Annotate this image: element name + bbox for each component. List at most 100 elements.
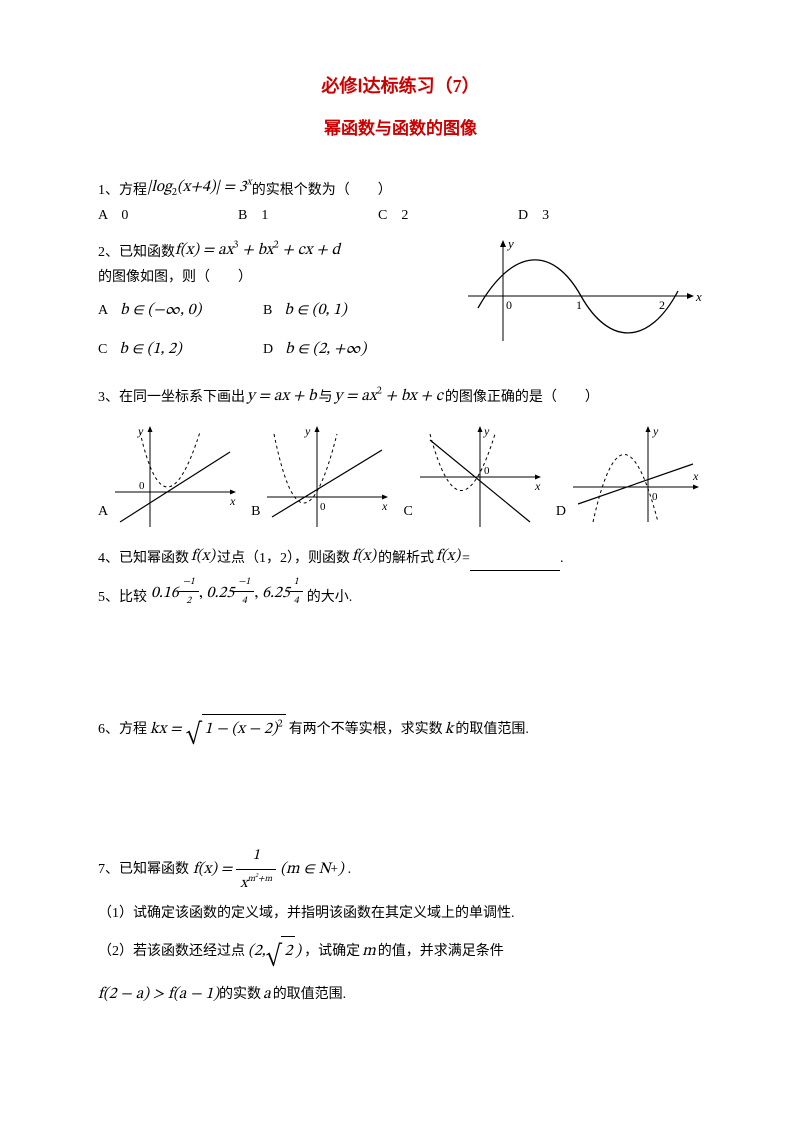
q7-p2c: 的值，并求满足条件 bbox=[378, 939, 504, 964]
svg-text:0: 0 bbox=[320, 501, 326, 513]
q7-pre: 已知幂函数 bbox=[119, 857, 189, 882]
question-6: 6、 方程 kx = √1 − (x − 2)2 有两个不等实根，求实数 k 的… bbox=[98, 714, 703, 744]
q1-formula: |log2(x+4)| = 3x bbox=[147, 173, 252, 203]
question-7: 7、 已知幂函数 f(x) = 1xm2+m(m ∈ N+) . （1）试确定该… bbox=[98, 842, 703, 1009]
q1-options: A 0 B 1 C 2 D 3 bbox=[98, 203, 703, 228]
q3-f1: y = ax + b bbox=[247, 382, 317, 411]
q4-eq: = bbox=[462, 546, 470, 571]
svg-text:0: 0 bbox=[484, 465, 490, 477]
q1-number: 1、 bbox=[98, 178, 119, 203]
q1-opt-d: D 3 bbox=[518, 203, 658, 228]
page-title-1: 必修Ⅰ达标练习（7） bbox=[98, 70, 703, 102]
q2-opt-d: Db ∈ (2, +∞) bbox=[263, 335, 428, 364]
svg-text:0: 0 bbox=[506, 298, 512, 312]
svg-text:x: x bbox=[695, 289, 702, 304]
q3-f2: y = ax2 + bx + c bbox=[335, 382, 443, 411]
q7-p2b: ，试确定 bbox=[304, 939, 360, 964]
q2-post: 的图像如图，则（ ） bbox=[98, 265, 252, 290]
q5-terms: 0.16−12, 0.25−14, 6.2514 bbox=[151, 579, 303, 616]
q3-graph-a: A 0 x y bbox=[98, 422, 240, 532]
question-3: 3、 在同一坐标系下画出 y = ax + b 与 y = ax2 + bx +… bbox=[98, 382, 703, 533]
svg-text:x: x bbox=[534, 479, 541, 493]
q3-graph-d: D 0 x y bbox=[556, 422, 703, 532]
q5-number: 5、 bbox=[98, 585, 119, 610]
q4-f3: f(x) bbox=[436, 542, 460, 571]
q6-post1: 有两个不等实根，求实数 bbox=[289, 717, 443, 742]
q5-post: 的大小. bbox=[307, 585, 353, 610]
svg-text:y: y bbox=[137, 424, 144, 438]
q3-label-b: B bbox=[251, 499, 260, 524]
q1-opt-b: B 1 bbox=[238, 203, 378, 228]
q1-post: 的实根个数为（ ） bbox=[252, 178, 392, 203]
q1-pre: 方程 bbox=[119, 178, 147, 203]
svg-text:x: x bbox=[692, 469, 699, 483]
svg-text:2: 2 bbox=[659, 298, 665, 312]
svg-text:1: 1 bbox=[576, 298, 582, 312]
question-5: 5、 比较 0.16−12, 0.25−14, 6.2514 的大小. bbox=[98, 579, 703, 616]
spacer-2 bbox=[98, 752, 703, 842]
q2-opt-a-label: A bbox=[98, 298, 108, 323]
page-title-2: 幂函数与函数的图像 bbox=[98, 114, 703, 145]
svg-text:0: 0 bbox=[652, 491, 658, 503]
q2-formula: f(x) = ax3 + bx2 + cx + d bbox=[175, 236, 340, 265]
q3-post: 的图像正确的是（ ） bbox=[445, 385, 599, 410]
q7-p3b: 的取值范围. bbox=[273, 982, 347, 1007]
q7-part3: f(2 − a) > f(a − 1) 的实数 a 的取值范围. bbox=[98, 980, 703, 1009]
question-4: 4、 已知幂函数 f(x) 过点（1，2），则函数 f(x) 的解析式 f(x)… bbox=[98, 542, 703, 571]
svg-text:y: y bbox=[652, 424, 659, 438]
q2-opt-a-f: b ∈ (−∞, 0) bbox=[120, 296, 201, 325]
q7-p2a: （2）若该函数还经过点 bbox=[98, 939, 245, 964]
q4-post: . bbox=[560, 546, 564, 571]
q7-m: m bbox=[362, 937, 376, 966]
q2-opt-c-label: C bbox=[98, 337, 107, 362]
q4-number: 4、 bbox=[98, 546, 119, 571]
q3-label-a: A bbox=[98, 499, 108, 524]
q2-opt-b-label: B bbox=[263, 298, 272, 323]
q3-graph-c: C 0 x y bbox=[404, 422, 545, 532]
q4-blank bbox=[470, 556, 560, 571]
svg-text:x: x bbox=[229, 494, 236, 508]
q2-opt-b: Bb ∈ (0, 1) bbox=[263, 296, 428, 325]
q7-point: (2,√2) bbox=[248, 936, 301, 966]
q3-graphs: A 0 x y B 0 bbox=[98, 422, 703, 532]
q3-label-d: D bbox=[556, 499, 566, 524]
q2-opt-d-f: b ∈ (2, +∞) bbox=[285, 335, 366, 364]
q6-formula: kx = √1 − (x − 2)2 bbox=[150, 714, 286, 744]
q7-ineq: f(2 − a) > f(a − 1) bbox=[98, 980, 219, 1009]
q7-formula: f(x) = 1xm2+m(m ∈ N+) bbox=[193, 842, 344, 897]
q2-opt-c: Cb ∈ (1, 2) bbox=[98, 335, 263, 364]
svg-text:x: x bbox=[381, 499, 388, 513]
q7-part2: （2）若该函数还经过点 (2,√2) ，试确定 m 的值，并求满足条件 bbox=[98, 936, 703, 966]
q7-part1: （1）试确定该函数的定义域，并指明该函数在其定义域上的单调性. bbox=[98, 901, 703, 926]
q6-post2: 的取值范围. bbox=[455, 717, 529, 742]
q4-pre: 已知幂函数 bbox=[119, 546, 189, 571]
q6-number: 6、 bbox=[98, 717, 119, 742]
q3-label-c: C bbox=[404, 499, 413, 524]
q5-pre: 比较 bbox=[119, 585, 147, 610]
q1-opt-a: A 0 bbox=[98, 203, 238, 228]
q7-p3a: 的实数 bbox=[219, 982, 261, 1007]
q4-mid1: 过点（1，2），则函数 bbox=[217, 546, 350, 571]
q3-pre: 在同一坐标系下画出 bbox=[119, 385, 245, 410]
q2-opt-d-label: D bbox=[263, 337, 273, 362]
q4-f1: f(x) bbox=[191, 542, 215, 571]
q2-number: 2、 bbox=[98, 240, 119, 265]
q1-opt-c: C 2 bbox=[378, 203, 518, 228]
q4-f2: f(x) bbox=[352, 542, 376, 571]
q3-mid: 与 bbox=[319, 385, 333, 410]
q7-post: . bbox=[348, 857, 352, 882]
question-2: 2、 已知函数 f(x) = ax3 + bx2 + cx + d 的图像如图，… bbox=[98, 236, 703, 374]
q6-pre: 方程 bbox=[119, 717, 147, 742]
svg-text:0: 0 bbox=[139, 480, 145, 492]
q3-number: 3、 bbox=[98, 385, 119, 410]
q2-options: Ab ∈ (−∞, 0) Bb ∈ (0, 1) Cb ∈ (1, 2) Db … bbox=[98, 296, 428, 374]
q4-mid2: 的解析式 bbox=[378, 546, 434, 571]
q2-graph: 0 1 2 x y bbox=[463, 236, 703, 346]
q2-opt-a: Ab ∈ (−∞, 0) bbox=[98, 296, 263, 325]
q2-pre: 已知函数 bbox=[119, 240, 175, 265]
svg-text:y: y bbox=[304, 424, 311, 438]
svg-text:y: y bbox=[506, 236, 514, 251]
q6-k: k bbox=[445, 715, 454, 744]
q7-number: 7、 bbox=[98, 857, 119, 882]
question-1: 1、 方程 |log2(x+4)| = 3x 的实根个数为（ ） A 0 B 1… bbox=[98, 173, 703, 228]
